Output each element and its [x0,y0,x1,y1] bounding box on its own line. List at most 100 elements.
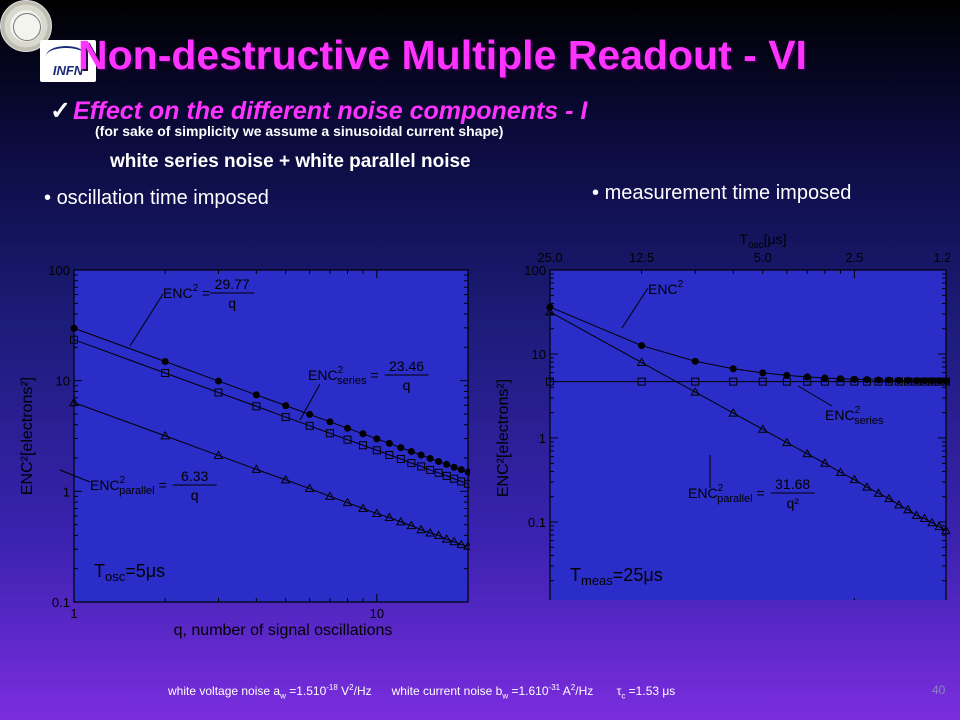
y-tick-label: 0.1 [52,595,70,610]
footer-current-unit-tail: /Hz [575,684,594,698]
annotation-leader-0 [129,293,164,347]
footer-current-value: =1.610 [511,684,549,698]
data-point-0 [326,418,334,426]
data-point-0 [803,373,811,381]
data-point-0 [306,410,314,418]
y-tick-label: 0.1 [528,515,546,530]
data-point-1 [850,377,859,386]
data-point-2 [849,474,860,484]
annotation-1-numerator: 23.46 [389,358,424,374]
data-point-1 [862,377,871,386]
top-tick-label: 12.5 [629,250,654,265]
data-point-1 [874,377,883,386]
annotation-1-lhs: ENC2 series = [308,365,379,387]
data-point-0 [70,324,78,332]
annotation-leader-2 [59,469,91,483]
top-tick-label: 5.0 [754,250,772,265]
footer-voltage-label: white voltage noise a [168,684,281,698]
footer-voltage-value: =1.510 [289,684,327,698]
data-point-2 [903,504,913,514]
footer-voltage-unit: V [337,684,350,698]
data-point-1 [885,377,894,386]
data-point-1 [281,413,290,422]
data-point-0 [942,377,950,385]
data-point-2 [325,491,335,500]
data-point-2 [728,408,739,417]
data-point-1 [70,335,78,344]
data-point-2 [884,493,894,503]
data-point-2 [941,525,950,535]
data-point-1 [442,471,451,480]
data-point-2 [358,503,368,512]
data-point-1 [214,388,223,397]
data-point-0 [426,455,434,463]
corner-label: Tosc=5μs [94,561,165,584]
data-point-1 [161,368,170,377]
data-point-2 [820,458,830,467]
annotation-2-lhs: ENC2 parallel = [688,483,765,505]
plot-area [549,269,947,600]
bullet-measurement-text: measurement time imposed [604,182,852,204]
footer-constants: white voltage noise aw =1.510-18 V2/Hz w… [168,683,675,700]
data-point-0 [397,444,405,452]
data-point-2 [251,464,262,473]
data-point-2 [342,497,353,507]
annotation-2-denominator: q² [786,495,799,511]
data-point-1 [803,377,812,386]
footer-current-sub: w [502,691,509,701]
data-point-0 [464,468,470,476]
data-point-1 [372,446,381,455]
annotation-2-numerator: 31.68 [775,476,810,492]
data-point-0 [759,369,767,377]
data-point-2 [911,510,922,519]
data-point-1 [836,377,845,386]
data-point-2 [893,499,904,509]
data-point-2 [441,534,452,543]
data-point-2 [934,521,945,531]
data-point-0 [928,377,936,385]
annotation-2-denominator: q [191,487,199,503]
footer-voltage-exp: -18 [326,683,338,692]
annotation-1-lhs: ENC2 series [825,405,884,427]
y-axis-label: ENC²[electrons²] [495,379,512,497]
y-tick-label: 10 [532,347,546,362]
data-point-1 [407,459,416,468]
data-point-1 [758,377,767,386]
data-point-1 [252,402,261,411]
data-point-0 [214,377,222,385]
footer-voltage-sub: w [280,691,286,701]
data-point-2 [919,513,930,523]
data-point-0 [161,358,169,366]
x-tick-label: 10 [370,606,384,621]
data-point-0 [921,377,929,385]
data-point-2 [425,528,436,537]
footer-tau-sub: c [621,691,626,701]
footer-current-label: white current noise b [391,684,503,698]
data-point-1 [343,435,352,444]
series-line-2 [73,402,469,547]
annotation-0-lhs: ENC2 [648,279,684,297]
top-tick-label: 2.5 [845,250,863,265]
data-point-2 [395,516,406,526]
annotation-2-numerator: 6.33 [181,468,208,484]
annotation-0: ENC2 [648,279,684,297]
data-point-1 [546,377,554,386]
footer-current-exp: -31 [548,683,561,692]
data-point-0 [783,371,791,379]
data-point-1 [325,429,334,438]
data-point-2 [406,520,417,530]
data-point-0 [282,402,290,410]
data-point-0 [443,460,451,468]
y-axis-label: ENC²[electrons²] [19,377,36,495]
annotation-2: ENC2 parallel = 6.33 q [90,468,217,503]
data-point-1 [729,377,738,386]
data-point-0 [252,391,260,399]
assumption-note: (for sake of simplicity we assume a sinu… [95,123,504,139]
data-point-0 [691,357,699,365]
y-tick-label: 10 [56,374,70,389]
annotation-leader-1 [299,383,321,421]
data-point-1 [417,462,426,471]
data-point-0 [343,424,351,432]
data-point-0 [850,375,858,383]
